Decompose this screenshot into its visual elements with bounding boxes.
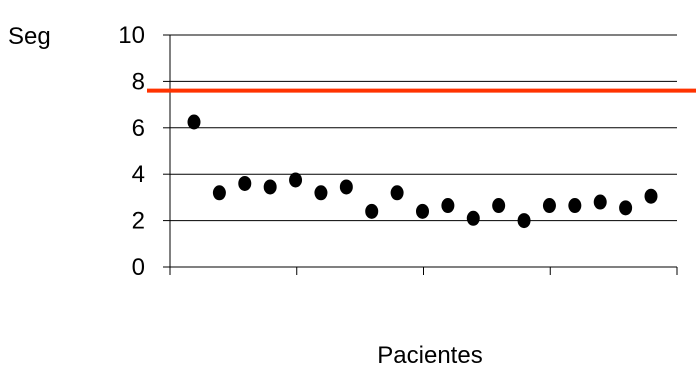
data-points [187, 114, 658, 229]
data-point [441, 198, 455, 214]
y-tick-label: 8 [132, 68, 145, 95]
gridlines [170, 34, 677, 222]
x-axis-title: Pacientes [377, 342, 482, 367]
data-point [568, 198, 582, 214]
data-point [492, 198, 506, 214]
data-point [542, 198, 556, 214]
data-point [593, 194, 607, 210]
data-point [416, 203, 429, 219]
y-tick-label: 10 [118, 22, 145, 49]
data-point [339, 179, 353, 195]
data-point [365, 203, 379, 219]
data-point [314, 185, 328, 201]
data-point [517, 213, 531, 229]
data-point [390, 185, 404, 201]
data-point [619, 200, 633, 216]
axes [163, 34, 678, 275]
y-axis-title: Seg [8, 23, 51, 50]
data-point [187, 114, 201, 130]
data-point [289, 172, 303, 188]
data-point [644, 188, 658, 204]
y-tick-label: 4 [132, 161, 145, 188]
y-tick-label: 6 [132, 115, 145, 142]
data-point [263, 179, 277, 195]
data-point [238, 175, 252, 191]
data-point [212, 185, 226, 201]
y-tick-label: 0 [132, 254, 145, 281]
data-point [466, 210, 480, 226]
y-tick-label: 2 [132, 208, 145, 235]
y-tick-labels: 0 2 4 6 8 10 [118, 22, 145, 281]
